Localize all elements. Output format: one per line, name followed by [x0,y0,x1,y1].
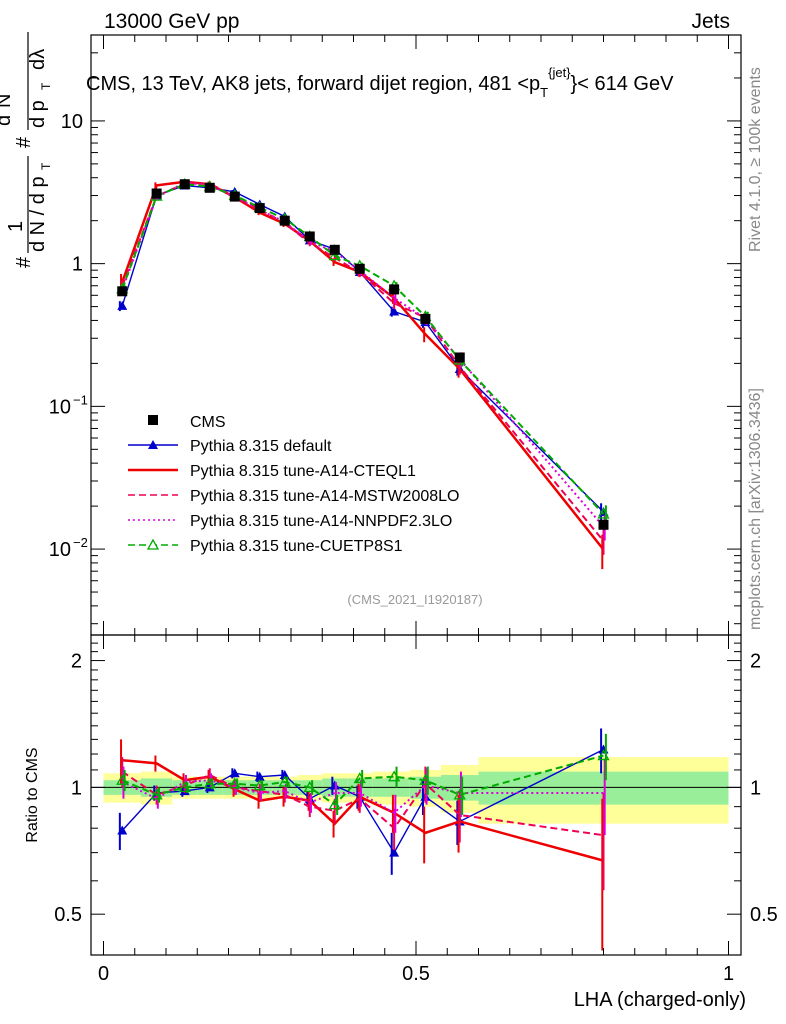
ratio-marker [278,775,291,787]
svg-text:dλ: dλ [27,49,49,70]
plot-title: CMS, 13 TeV, AK8 jets, forward dijet reg… [86,65,674,100]
main-y-tick-label: 10 [49,396,71,418]
main-marker [597,507,610,519]
data-point [454,352,465,363]
ratio-series-line [121,779,604,815]
data-point [354,263,365,274]
legend-label: CMS [190,414,226,431]
legend-label: Pythia 8.315 tune-A14-NNPDF2.3LO [190,513,452,530]
ratio-y-tick-label-left: 1 [71,777,82,799]
main-y-tick-label: 1 [72,254,83,276]
main-y-tick-exponent: −1 [73,392,88,407]
svg-text:1: 1 [5,221,27,232]
legend-marker [148,440,158,449]
svg-text:N: N [0,94,15,108]
ratio-marker [116,773,129,785]
data-point [304,231,315,242]
ratio-series-line [121,770,604,837]
svg-text:d p: d p [27,100,49,128]
analysis-id: (CMS_2021_I1920187) [347,592,482,607]
legend-marker [146,538,160,550]
svg-text:#: # [13,136,35,148]
ratio-y-tick-label-left: 0.5 [54,904,82,926]
main-y-tick-label: 10 [49,539,71,561]
x-tick-label: 0.5 [402,963,430,985]
data-point [229,191,240,202]
data-point [389,284,400,295]
svg-text:d N / d p: d N / d p [27,176,49,252]
data-point [117,286,128,297]
x-axis-label: LHA (charged-only) [574,989,746,1011]
data-point [329,244,340,255]
legend: CMS Pythia 8.315 default Pythia 8.315 tune… [128,414,459,555]
ratio-marker [328,798,341,810]
svg-text:d: d [0,115,15,126]
ratio-series-layer [116,728,610,951]
legend-label: Pythia 8.315 tune-CUETP8S1 [190,538,403,555]
ratio-series-line [121,754,604,806]
main-marker [328,249,341,261]
data-point [179,179,190,190]
data-point [598,519,609,530]
ratio-marker [353,772,366,784]
data-point [420,313,431,324]
ratio-y-tick-label-right: 0.5 [750,904,778,926]
data-point [151,188,162,199]
svg-text:T: T [39,82,53,90]
svg-text:#: # [13,256,35,268]
rivet-label: Rivet 4.1.0, ≥ 100k events [747,67,764,252]
legend-data-marker [148,415,158,425]
main-series-line [121,182,605,542]
ratio-series-line [122,758,604,862]
data-point [254,203,265,214]
ratio-y-tick-label-left: 2 [71,651,82,673]
legend-label: Pythia 8.315 tune-A14-CTEQL1 [190,463,416,480]
energy-label: 13000 GeV pp [104,10,239,33]
data-point [204,182,215,193]
category-label: Jets [691,10,730,33]
data-point [279,215,290,226]
main-y-tick-label: 10 [61,111,83,133]
main-series-layer [116,177,610,570]
ratio-y-tick-label-right: 1 [750,777,761,799]
main-y-axis-label: # 1 d N / d p T # d 2 N d p T dλ [0,32,53,268]
ratio-marker [597,749,610,761]
x-tick-label: 1 [723,963,734,985]
ratio-y-tick-label-right: 2 [750,651,761,673]
legend-label: Pythia 8.315 tune-A14-MSTW2008LO [190,488,459,505]
main-y-tick-exponent: −2 [73,535,88,550]
legend-label: Pythia 8.315 default [190,438,332,455]
mcplots-label: mcplots.cern.ch [arXiv:1306.3436] [747,388,764,630]
ratio-y-axis-label: Ratio to CMS [24,747,41,842]
svg-text:T: T [39,162,53,170]
x-tick-label: 0 [98,963,109,985]
